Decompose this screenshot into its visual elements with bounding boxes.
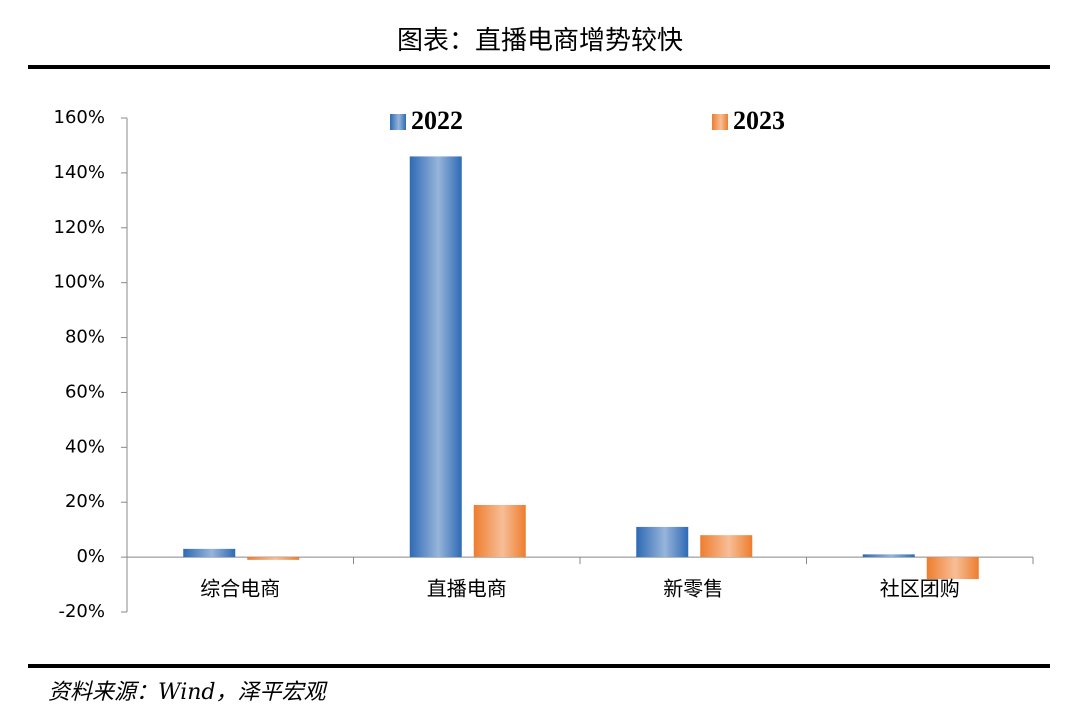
source-note: 资料来源：Wind，泽平宏观: [48, 680, 329, 705]
y-tick-label: -20%: [58, 601, 105, 622]
legend-label: 2022: [411, 106, 463, 135]
bar: [473, 504, 526, 558]
y-tick-label: 80%: [65, 327, 105, 348]
y-tick-label: 40%: [65, 436, 105, 457]
bar: [636, 526, 689, 558]
legend-label: 2023: [733, 106, 785, 135]
y-tick-label: 60%: [65, 381, 105, 402]
bar: [862, 554, 915, 558]
bar: [247, 557, 300, 560]
y-tick-label: 100%: [54, 272, 105, 293]
bar: [409, 156, 462, 558]
bar: [926, 557, 979, 580]
y-tick-label: 140%: [54, 162, 105, 183]
x-tick-label: 综合电商: [200, 577, 280, 601]
y-tick-label: 160%: [54, 107, 105, 128]
legend-swatch: [390, 114, 406, 130]
bar: [700, 535, 753, 558]
chart-title: 图表：直播电商增势较快: [397, 26, 683, 56]
legend-swatch: [712, 114, 728, 130]
x-tick-label: 社区团购: [880, 577, 960, 601]
y-tick-label: 0%: [76, 546, 105, 567]
x-tick-label: 新零售: [663, 577, 723, 601]
y-tick-label: 120%: [54, 217, 105, 238]
x-tick-label: 直播电商: [427, 577, 507, 601]
y-tick-label: 20%: [65, 491, 105, 512]
bar: [183, 548, 236, 558]
